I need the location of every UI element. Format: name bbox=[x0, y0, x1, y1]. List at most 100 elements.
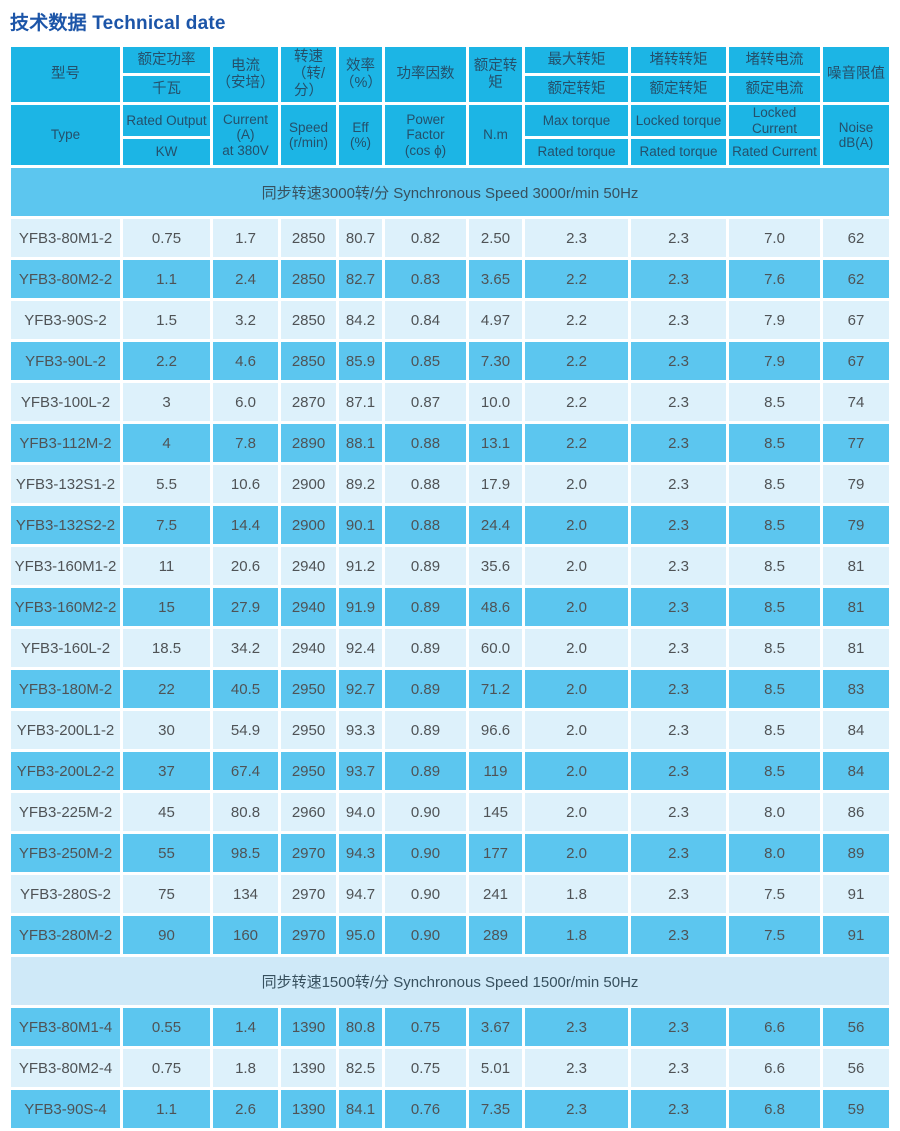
model-cell: YFB3-80M2-2 bbox=[11, 260, 120, 299]
value-cell: 0.89 bbox=[385, 547, 466, 586]
value-cell: 94.3 bbox=[339, 834, 382, 873]
value-cell: 0.88 bbox=[385, 424, 466, 463]
header-locked-torque-denom-cn: 额定转矩 bbox=[631, 76, 726, 102]
value-cell: 0.90 bbox=[385, 834, 466, 873]
header-locked-current-denom-cn: 额定电流 bbox=[729, 76, 820, 102]
value-cell: 79 bbox=[823, 465, 889, 504]
value-cell: 7.35 bbox=[469, 1090, 522, 1129]
value-cell: 86 bbox=[823, 793, 889, 832]
value-cell: 0.55 bbox=[123, 1008, 210, 1047]
value-cell: 85.9 bbox=[339, 342, 382, 381]
value-cell: 2.3 bbox=[631, 916, 726, 955]
value-cell: 8.5 bbox=[729, 629, 820, 668]
value-cell: 84.1 bbox=[339, 1090, 382, 1129]
value-cell: 177 bbox=[469, 834, 522, 873]
value-cell: 2.2 bbox=[123, 342, 210, 381]
value-cell: 14.4 bbox=[213, 506, 278, 545]
table-row: YFB3-180M-2 22 40.5 2950 92.7 0.89 71.2 2.0 2.3 8… bbox=[11, 670, 889, 709]
table-row: YFB3-200L2-2 37 67.4 2950 93.7 0.89 119 2.0 2.3 8… bbox=[11, 752, 889, 791]
value-cell: 134 bbox=[213, 875, 278, 914]
value-cell: 15 bbox=[123, 588, 210, 627]
value-cell: 2.3 bbox=[631, 1049, 726, 1088]
header-noise-cn: 噪音限值 bbox=[823, 47, 889, 102]
value-cell: 0.76 bbox=[385, 1090, 466, 1129]
value-cell: 18.5 bbox=[123, 629, 210, 668]
value-cell: 2.0 bbox=[525, 588, 628, 627]
header-rated-output-en: Rated Output bbox=[123, 105, 210, 137]
value-cell: 84 bbox=[823, 752, 889, 791]
model-cell: YFB3-160L-2 bbox=[11, 629, 120, 668]
value-cell: 4.97 bbox=[469, 301, 522, 340]
value-cell: 1.1 bbox=[123, 260, 210, 299]
value-cell: 96.6 bbox=[469, 711, 522, 750]
value-cell: 8.5 bbox=[729, 383, 820, 422]
value-cell: 27.9 bbox=[213, 588, 278, 627]
value-cell: 84 bbox=[823, 711, 889, 750]
table-row: YFB3-250M-2 55 98.5 2970 94.3 0.90 177 2.0 2.3 8.… bbox=[11, 834, 889, 873]
header-eff-en: Eff (%) bbox=[339, 105, 382, 166]
value-cell: 7.9 bbox=[729, 342, 820, 381]
value-cell: 93.3 bbox=[339, 711, 382, 750]
value-cell: 0.89 bbox=[385, 670, 466, 709]
value-cell: 1.7 bbox=[213, 219, 278, 258]
model-cell: YFB3-280S-2 bbox=[11, 875, 120, 914]
value-cell: 90.1 bbox=[339, 506, 382, 545]
value-cell: 0.75 bbox=[385, 1049, 466, 1088]
page-title: 技术数据 Technical date bbox=[10, 13, 226, 34]
value-cell: 8.5 bbox=[729, 670, 820, 709]
value-cell: 2870 bbox=[281, 383, 336, 422]
value-cell: 0.90 bbox=[385, 793, 466, 832]
value-cell: 1.8 bbox=[525, 875, 628, 914]
value-cell: 2.0 bbox=[525, 752, 628, 791]
value-cell: 94.7 bbox=[339, 875, 382, 914]
value-cell: 2.3 bbox=[631, 260, 726, 299]
value-cell: 2.3 bbox=[631, 424, 726, 463]
value-cell: 62 bbox=[823, 260, 889, 299]
value-cell: 1.4 bbox=[213, 1008, 278, 1047]
value-cell: 2970 bbox=[281, 875, 336, 914]
value-cell: 7.9 bbox=[729, 301, 820, 340]
value-cell: 74 bbox=[823, 383, 889, 422]
value-cell: 2.3 bbox=[631, 1008, 726, 1047]
table-row: YFB3-225M-2 45 80.8 2960 94.0 0.90 145 2.0 2.3 8.… bbox=[11, 793, 889, 832]
table-row: YFB3-280S-2 75 134 2970 94.7 0.90 241 1.8 2.3 7.5… bbox=[11, 875, 889, 914]
value-cell: 95.0 bbox=[339, 916, 382, 955]
value-cell: 2.3 bbox=[631, 383, 726, 422]
value-cell: 2.3 bbox=[631, 465, 726, 504]
value-cell: 30 bbox=[123, 711, 210, 750]
value-cell: 0.87 bbox=[385, 383, 466, 422]
value-cell: 4.6 bbox=[213, 342, 278, 381]
value-cell: 3.2 bbox=[213, 301, 278, 340]
value-cell: 92.4 bbox=[339, 629, 382, 668]
table-row: YFB3-90L-2 2.2 4.6 2850 85.9 0.85 7.30 2.2 2.3 7.… bbox=[11, 342, 889, 381]
table-row: YFB3-160M1-2 11 20.6 2940 91.2 0.89 35.6 2.0 2.3… bbox=[11, 547, 889, 586]
value-cell: 80.8 bbox=[213, 793, 278, 832]
model-cell: YFB3-80M2-4 bbox=[11, 1049, 120, 1088]
table-row: YFB3-100L-2 3 6.0 2870 87.1 0.87 10.0 2.2 2.3 8.5… bbox=[11, 383, 889, 422]
table-row: YFB3-132S1-2 5.5 10.6 2900 89.2 0.88 17.9 2.0 2.… bbox=[11, 465, 889, 504]
header-locked-current-denom-en: Rated Current bbox=[729, 139, 820, 166]
model-cell: YFB3-225M-2 bbox=[11, 793, 120, 832]
value-cell: 59 bbox=[823, 1090, 889, 1129]
value-cell: 7.6 bbox=[729, 260, 820, 299]
value-cell: 2.3 bbox=[631, 219, 726, 258]
value-cell: 93.7 bbox=[339, 752, 382, 791]
value-cell: 0.89 bbox=[385, 752, 466, 791]
value-cell: 0.90 bbox=[385, 916, 466, 955]
header-rated-output-unit-cn: 千瓦 bbox=[123, 76, 210, 102]
header-max-torque-denom-cn: 额定转矩 bbox=[525, 76, 628, 102]
value-cell: 2900 bbox=[281, 506, 336, 545]
value-cell: 145 bbox=[469, 793, 522, 832]
value-cell: 241 bbox=[469, 875, 522, 914]
model-cell: YFB3-80M1-4 bbox=[11, 1008, 120, 1047]
value-cell: 62 bbox=[823, 219, 889, 258]
value-cell: 2850 bbox=[281, 342, 336, 381]
value-cell: 1.8 bbox=[213, 1049, 278, 1088]
model-cell: YFB3-160M2-2 bbox=[11, 588, 120, 627]
model-cell: YFB3-90L-2 bbox=[11, 342, 120, 381]
value-cell: 0.75 bbox=[123, 219, 210, 258]
table-row: YFB3-80M2-4 0.75 1.8 1390 82.5 0.75 5.01 2.3 2.3… bbox=[11, 1049, 889, 1088]
value-cell: 88.1 bbox=[339, 424, 382, 463]
value-cell: 89.2 bbox=[339, 465, 382, 504]
value-cell: 2900 bbox=[281, 465, 336, 504]
